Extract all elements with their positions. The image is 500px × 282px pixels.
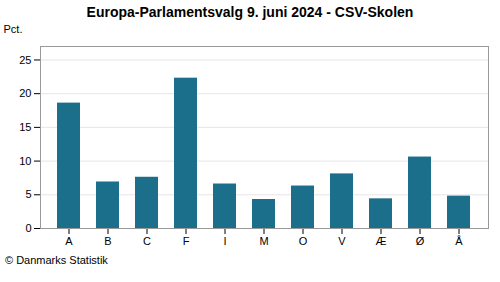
svg-text:C: C <box>143 235 151 247</box>
svg-text:Pct.: Pct. <box>4 23 23 35</box>
svg-text:Å: Å <box>455 235 463 247</box>
html-text:© Danmarks Statistik: © Danmarks Statistik <box>5 254 108 266</box>
svg-text:20: 20 <box>19 87 31 99</box>
svg-text:I: I <box>223 235 226 247</box>
svg-text:V: V <box>338 235 346 247</box>
svg-text:M: M <box>259 235 268 247</box>
svg-text:B: B <box>104 235 111 247</box>
svg-text:F: F <box>183 235 190 247</box>
svg-text:25: 25 <box>19 54 31 66</box>
svg-text:10: 10 <box>19 155 31 167</box>
svg-text:Ø: Ø <box>416 235 425 247</box>
svg-text:15: 15 <box>19 121 31 133</box>
svg-text:O: O <box>299 235 308 247</box>
svg-text:A: A <box>65 235 73 247</box>
svg-text:5: 5 <box>25 188 31 200</box>
html-text:Europa-Parlamentsvalg 9. juni: Europa-Parlamentsvalg 9. juni 2024 - CSV… <box>86 4 414 20</box>
svg-text:Æ: Æ <box>376 235 387 247</box>
svg-text:0: 0 <box>25 222 31 234</box>
